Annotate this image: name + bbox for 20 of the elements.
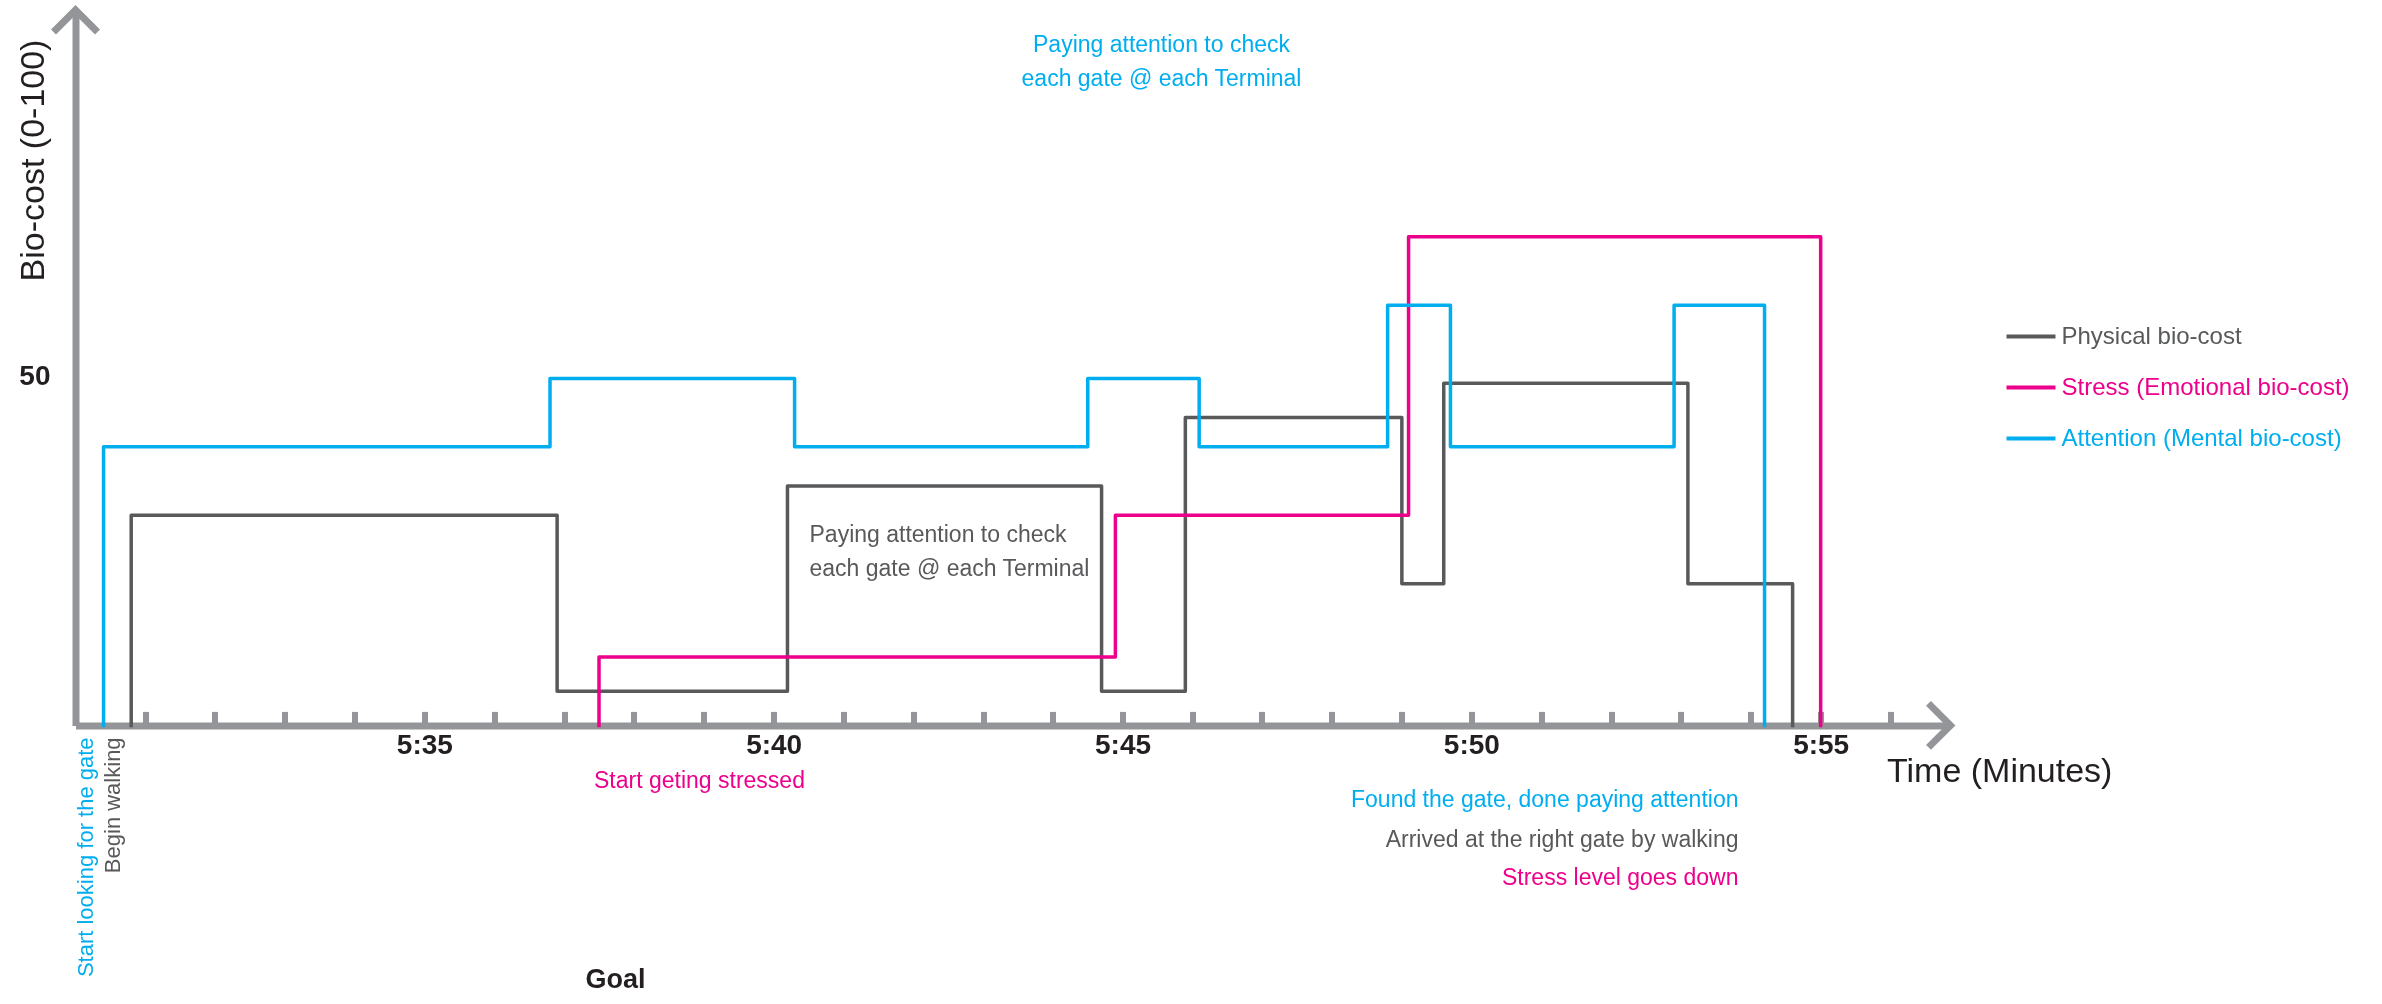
text: Paying attention to check each gate @ each Terminal [1021, 31, 1302, 91]
annotation: Start geting stressed [594, 767, 805, 794]
text: Found the gate, done paying attention [1351, 786, 1739, 812]
x-tick-label: 5:50 [1443, 728, 1500, 760]
legend-label: Attention (Mental bio-cost) [2061, 423, 2342, 451]
x-tick-label: 5:40 [746, 728, 803, 760]
annotation: Begin walking [100, 737, 126, 874]
text: 50 [19, 360, 51, 391]
annotation: Paying attention to check each gate @ each Terminal [809, 521, 1090, 581]
text: Arrived at the right gate by walking [1385, 826, 1739, 852]
legend-label: Stress (Emotional bio-cost) [2061, 372, 2350, 400]
x-tick-label: 5:55 [1793, 728, 1850, 760]
y-axis-title: Bio-cost (0-100) [13, 39, 51, 282]
text: Goal [585, 964, 646, 994]
text: Stress level goes down [1501, 864, 1739, 890]
x-tick-label: 5:35 [396, 728, 453, 760]
x-tick-label: 5:45 [1094, 728, 1152, 760]
legend-label: Physical bio-cost [2061, 321, 2242, 349]
annotation: Start looking for the gate [72, 737, 98, 978]
x-axis-title: Time (Minutes) [1887, 750, 2113, 789]
